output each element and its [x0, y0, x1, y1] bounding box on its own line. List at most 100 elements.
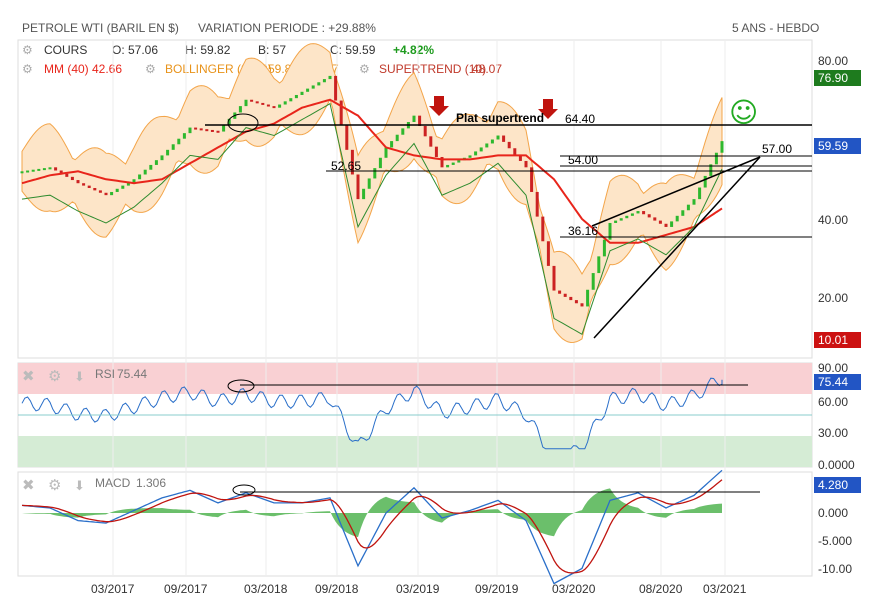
price-candle	[496, 135, 500, 140]
price-candle	[160, 155, 164, 161]
gear-icon[interactable]: ⚙	[22, 62, 33, 76]
period-label[interactable]: 5 ANS - HEBDO	[732, 21, 820, 35]
price-candle	[401, 128, 405, 135]
price-candle	[619, 218, 623, 221]
high-value: H: 59.82	[185, 43, 231, 57]
gear-icon[interactable]: ⚙	[22, 43, 33, 57]
arrow-down-icon[interactable]: ⬇	[74, 369, 85, 384]
price-candle	[451, 162, 455, 165]
price-candle	[692, 199, 696, 205]
price-tick: 20.00	[818, 291, 848, 305]
rsi-value: 75.44	[117, 367, 147, 381]
macd-label: MACD	[95, 476, 131, 490]
price-candle	[317, 82, 321, 86]
level-5400-label: 54.00	[568, 153, 598, 167]
price-candle	[149, 164, 153, 170]
price-candle	[597, 256, 601, 274]
trendline-lower[interactable]	[593, 156, 761, 339]
gear-icon[interactable]: ⚙	[48, 368, 61, 385]
price-candle	[244, 99, 248, 107]
price-candle	[591, 273, 595, 290]
rsi-oversold-zone	[18, 436, 812, 467]
price-candle	[395, 134, 399, 142]
price-candle	[65, 173, 69, 177]
price-candle	[614, 220, 618, 223]
level-3616-label: 36.16	[568, 224, 598, 238]
price-candle	[104, 192, 108, 196]
trendline-upper[interactable]	[591, 156, 761, 227]
price-candle	[698, 187, 702, 200]
low-value: B: 57	[258, 43, 287, 57]
price-candle	[294, 94, 298, 99]
close-icon[interactable]: ✖	[22, 477, 35, 494]
highlight-ellipse	[227, 113, 259, 133]
price-candle	[513, 148, 517, 155]
price-candle	[457, 160, 461, 163]
price-candle	[686, 204, 690, 211]
price-candle	[132, 179, 136, 183]
x-tick-label: 03/2021	[703, 582, 747, 596]
macd-panel-frame	[17, 471, 813, 577]
supertrend-line	[21, 102, 723, 336]
price-candle	[608, 222, 612, 240]
price-candle	[334, 75, 338, 101]
price-candle	[720, 141, 724, 153]
price-candle	[110, 191, 114, 196]
rsi-tick: 0.0000	[818, 458, 855, 472]
price-candle	[636, 211, 640, 214]
price-candle	[362, 188, 366, 200]
price-candle	[390, 141, 394, 148]
price-candle	[126, 182, 130, 186]
price-candle	[216, 130, 220, 133]
down-arrow-icon	[429, 96, 449, 116]
price-candle	[586, 289, 590, 307]
price-tick: 40.00	[818, 213, 848, 227]
price-panel-frame	[17, 39, 813, 359]
arrow-down-icon[interactable]: ⬇	[74, 478, 85, 493]
macd-tick: 0.000	[818, 506, 848, 520]
price-candle	[479, 147, 483, 152]
price-candle	[350, 149, 354, 175]
price-candle	[563, 293, 567, 297]
price-candle	[384, 147, 388, 158]
level-6440-label: 64.40	[565, 112, 595, 126]
price-candle	[468, 155, 472, 158]
gear-icon[interactable]: ⚙	[145, 62, 156, 76]
x-tick-label: 09/2019	[475, 582, 519, 596]
price-candle	[625, 215, 629, 219]
mm-label: MM (40)	[44, 62, 89, 76]
price-candle	[703, 175, 707, 188]
open-value: O: 57.06	[112, 43, 159, 57]
price-candle	[98, 190, 102, 193]
price-candle	[502, 135, 506, 142]
price-candle	[210, 129, 214, 132]
rsi-label: RSI	[95, 367, 115, 381]
price-candle	[261, 102, 265, 105]
gear-icon[interactable]: ⚙	[48, 477, 61, 494]
price-candle	[166, 149, 170, 156]
price-candle	[70, 176, 74, 181]
close-icon[interactable]: ✖	[22, 368, 35, 385]
price-candle	[182, 133, 186, 139]
macd-tick: -10.00	[818, 562, 852, 576]
price-candle	[278, 104, 282, 108]
price-candle	[373, 168, 377, 179]
price-candle	[546, 241, 550, 266]
price-badge-low	[814, 332, 861, 348]
gear-icon[interactable]: ⚙	[359, 62, 370, 76]
macd-badge-text: 4.280	[818, 478, 848, 492]
price-candle	[423, 125, 427, 137]
price-candle	[524, 160, 528, 168]
price-candle	[283, 101, 287, 105]
price-candle	[474, 151, 478, 156]
price-badge-current	[814, 138, 861, 154]
price-candle	[339, 100, 343, 126]
price-candle	[199, 128, 203, 131]
x-tick-label: 09/2017	[164, 582, 208, 596]
x-tick-label: 03/2018	[244, 582, 288, 596]
price-candle	[440, 156, 444, 168]
down-arrow-icon	[538, 99, 558, 119]
price-candle	[490, 139, 494, 144]
macd-histogram	[22, 488, 722, 538]
